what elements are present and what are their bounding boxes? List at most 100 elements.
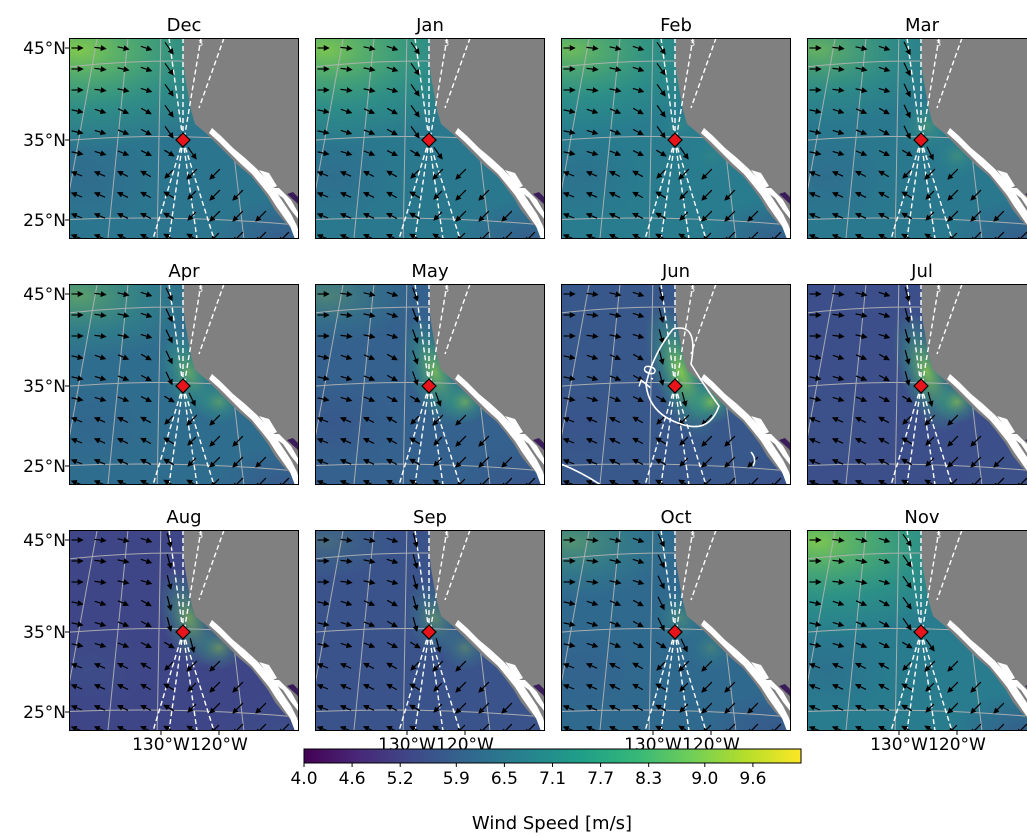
- coastline-mask: [751, 662, 769, 680]
- meridian-line: [402, 284, 408, 485]
- wind-arrow: [562, 437, 575, 444]
- wind-arrow: [586, 579, 599, 586]
- meridian-line: [561, 284, 590, 442]
- wind-arrow: [165, 371, 173, 386]
- panel-nov: 3 Nov 130°W 120°W: [807, 507, 1027, 755]
- wind-arrow: [878, 662, 890, 670]
- wind-arrow: [855, 537, 868, 544]
- wind-arrow: [188, 392, 196, 407]
- wind-arrow: [924, 660, 936, 672]
- wind-arrow: [1016, 477, 1027, 485]
- wind-arrow: [209, 414, 221, 426]
- wind-arrow: [94, 312, 107, 319]
- wind-arrow: [679, 682, 689, 692]
- wind-arrow: [140, 416, 152, 424]
- wind-arrow: [140, 212, 152, 220]
- wind-arrow: [632, 683, 644, 691]
- wind-arrow: [655, 395, 667, 403]
- coastline-mask: [259, 416, 277, 434]
- wind-arrow: [655, 149, 667, 157]
- wind-arrow: [657, 596, 665, 611]
- map-annotation: 3: [444, 285, 449, 294]
- wind-arrow: [232, 477, 244, 485]
- wind-arrow: [316, 212, 329, 219]
- wind-arrow: [903, 104, 911, 119]
- wind-arrow: [609, 558, 622, 565]
- wind-arrow: [116, 191, 129, 198]
- wind-arrow: [456, 478, 466, 485]
- wind-arrow: [562, 416, 575, 423]
- wind-arrow: [854, 212, 867, 219]
- wind-arrow: [164, 104, 174, 118]
- wind-arrow: [140, 662, 152, 670]
- wind-arrow: [386, 599, 398, 607]
- map-annotation: 3: [690, 531, 695, 540]
- wind-arrow: [927, 392, 934, 407]
- wind-arrow: [701, 702, 713, 714]
- swath-line: [890, 631, 922, 731]
- wind-arrow: [386, 642, 398, 648]
- wind-arrow: [832, 621, 845, 628]
- colorbar-tick-label: 4.6: [339, 769, 366, 789]
- wind-arrow: [340, 558, 353, 565]
- wind-arrow: [339, 191, 352, 198]
- wind-arrow: [632, 416, 644, 424]
- wind-arrow: [340, 45, 353, 52]
- wind-arrow: [363, 129, 376, 136]
- meridian-line: [845, 38, 867, 239]
- wind-arrow: [832, 354, 845, 361]
- wind-arrow: [925, 703, 935, 713]
- wind-arrow: [340, 600, 353, 607]
- wind-arrow: [116, 704, 129, 711]
- wind-arrow: [854, 191, 867, 198]
- swath-lines: [398, 38, 471, 239]
- wind-arrow: [855, 396, 868, 403]
- wind-arrow: [903, 62, 911, 77]
- wind-arrow: [93, 437, 106, 444]
- wind-arrow: [993, 231, 1005, 239]
- wind-arrow: [117, 291, 130, 298]
- y-tick-label: 35°N: [23, 623, 66, 643]
- wind-arrow: [316, 170, 329, 177]
- panel-frame: [807, 284, 1027, 485]
- wind-arrow: [586, 558, 599, 565]
- wind-arrow: [563, 396, 576, 403]
- wind-arrow: [904, 287, 911, 302]
- wind-arrow: [925, 436, 935, 446]
- swath-line: [660, 139, 676, 239]
- wind-arrow: [632, 662, 644, 670]
- parallel-line: [315, 217, 545, 226]
- wind-arrow: [809, 621, 822, 628]
- wind-arrows: [316, 41, 536, 239]
- wind-arrow: [901, 641, 913, 649]
- wind-arrow: [363, 579, 376, 586]
- wind-arrow: [409, 437, 421, 445]
- wind-arrow: [632, 396, 644, 402]
- wind-arrow: [524, 231, 536, 239]
- swath-line: [182, 385, 215, 485]
- coastline-mask: [455, 374, 545, 485]
- panel-title: Dec: [167, 15, 202, 36]
- wind-arrow: [585, 704, 598, 711]
- wind-arrow: [117, 642, 130, 649]
- meridian-line: [807, 530, 836, 688]
- wind-arrow: [232, 435, 244, 447]
- wind-arrow: [925, 682, 935, 692]
- wind-arrow: [831, 437, 844, 444]
- wind-arrow: [117, 396, 130, 403]
- wind-arrow: [608, 212, 621, 219]
- swath-line: [198, 284, 225, 355]
- wind-arrow: [409, 149, 421, 157]
- swath-line: [182, 631, 198, 731]
- wind-arrow: [140, 374, 152, 382]
- wind-arrow: [317, 396, 330, 403]
- wind-arrow: [455, 681, 467, 693]
- wind-arrow: [655, 191, 667, 199]
- swath-line: [429, 284, 448, 387]
- wind-arrow: [609, 66, 622, 73]
- swath-line: [644, 139, 676, 239]
- wind-arrow: [658, 371, 665, 386]
- wind-arrow: [831, 212, 844, 219]
- wind-arrow: [832, 375, 845, 382]
- wind-arrow: [117, 129, 130, 136]
